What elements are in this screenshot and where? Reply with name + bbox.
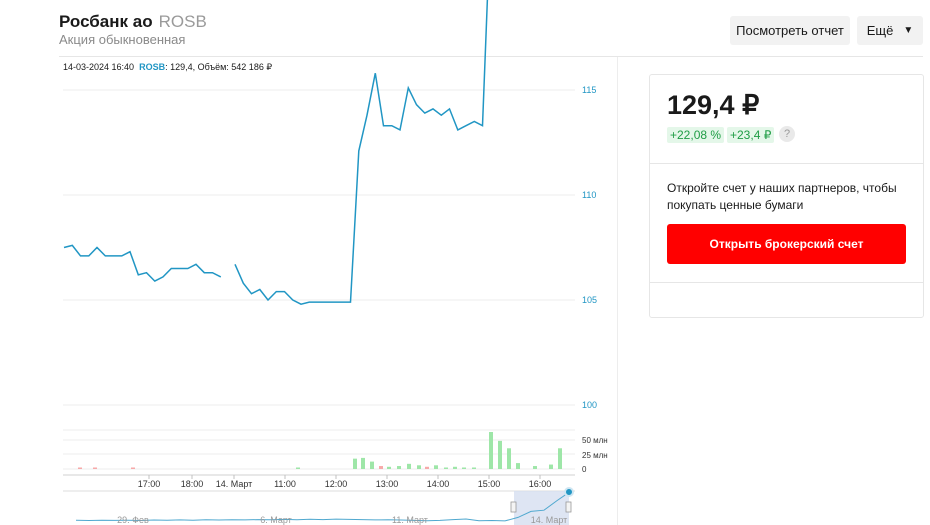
volume-bar bbox=[361, 457, 365, 469]
volume-bar bbox=[78, 467, 82, 469]
open-broker-account-label: Открыть брокерский счет bbox=[709, 237, 864, 251]
open-broker-account-button[interactable]: Открыть брокерский счет bbox=[667, 224, 906, 264]
view-report-label: Посмотреть отчет bbox=[736, 23, 844, 38]
navigator-series-line bbox=[75, 491, 571, 522]
volume-bar bbox=[462, 467, 466, 469]
help-icon[interactable]: ? bbox=[779, 126, 795, 142]
volume-bar bbox=[93, 467, 97, 469]
view-report-button[interactable]: Посмотреть отчет bbox=[730, 16, 850, 45]
volume-bar bbox=[498, 440, 502, 469]
volume-bar bbox=[425, 466, 429, 469]
navigator-window bbox=[514, 491, 569, 525]
tooltip-ticker: ROSB bbox=[139, 62, 166, 72]
navigator-label: 14. Март bbox=[531, 515, 568, 525]
navigator-handle-left bbox=[510, 501, 517, 513]
price-line-series bbox=[234, 0, 489, 305]
y-tick-label: 100 bbox=[582, 400, 597, 410]
ticker-label: ROSB bbox=[158, 12, 207, 31]
tooltip-datetime: 14-03-2024 16:40 bbox=[63, 62, 135, 72]
volume-bar bbox=[387, 466, 391, 469]
card-divider bbox=[650, 163, 923, 164]
x-tick-label: 14. Март bbox=[216, 479, 253, 489]
volume-bar bbox=[296, 467, 300, 469]
volume-bar bbox=[131, 467, 135, 469]
volume-bar bbox=[507, 448, 511, 469]
y-tick-label: 110 bbox=[582, 190, 596, 200]
x-tick-label: 15:00 bbox=[478, 479, 501, 489]
current-price: 129,4 ₽ bbox=[667, 90, 760, 120]
navigator-label: 29. Фев bbox=[117, 515, 149, 525]
chart-tooltip-line: 14-03-2024 16:40 ROSB: 129,4, Объём: 542… bbox=[63, 62, 272, 73]
volume-bar bbox=[472, 467, 476, 469]
volume-tick-label: 50 млн bbox=[582, 436, 608, 445]
volume-bar bbox=[407, 463, 411, 469]
volume-bar bbox=[397, 466, 401, 469]
change-absolute-badge: +23,4 ₽ bbox=[727, 127, 775, 143]
x-tick-label: 12:00 bbox=[325, 479, 348, 489]
volume-bar bbox=[434, 465, 438, 469]
x-tick-label: 17:00 bbox=[138, 479, 161, 489]
volume-bar bbox=[516, 463, 520, 469]
more-button[interactable]: Ещё ▼ bbox=[857, 16, 923, 45]
price-line-series bbox=[63, 244, 222, 283]
more-label: Ещё bbox=[866, 23, 894, 38]
volume-bar bbox=[533, 466, 537, 469]
x-tick-label: 11:00 bbox=[274, 479, 296, 489]
navigator-label: 11. Март bbox=[392, 515, 428, 525]
x-tick-label: 13:00 bbox=[376, 479, 399, 489]
navigator-handle-right bbox=[565, 501, 572, 513]
x-tick-label: 14:00 bbox=[427, 479, 450, 489]
y-tick-label: 105 bbox=[582, 295, 597, 305]
volume-bar bbox=[489, 432, 493, 469]
header-divider bbox=[59, 56, 923, 57]
stock-title: Росбанк ао ROSB bbox=[59, 12, 207, 32]
x-tick-label: 18:00 bbox=[181, 479, 204, 489]
volume-bar bbox=[370, 461, 374, 469]
tooltip-values: : 129,4, Объём: 542 186 ₽ bbox=[165, 62, 273, 72]
change-percent-badge: +22,08 % bbox=[667, 127, 725, 143]
volume-bar bbox=[453, 466, 457, 469]
security-type: Акция обыкновенная bbox=[59, 32, 186, 47]
navigator-end-marker bbox=[564, 487, 574, 497]
navigator-label: 6. Март bbox=[260, 515, 292, 525]
company-name: Росбанк ао bbox=[59, 12, 153, 31]
volume-tick-label: 25 млн bbox=[582, 451, 608, 460]
volume-bar bbox=[444, 467, 448, 469]
y-tick-label: 115 bbox=[582, 85, 596, 95]
volume-bar bbox=[353, 458, 357, 469]
quote-card: 129,4 ₽ +22,08 % +23,4 ₽ ? Откройте счет… bbox=[649, 74, 924, 318]
x-tick-label: 16:00 bbox=[529, 479, 552, 489]
broker-promo-text: Откройте счет у наших партнеров, чтобы п… bbox=[667, 181, 897, 212]
volume-tick-label: 0 bbox=[582, 465, 587, 474]
volume-bar bbox=[558, 448, 562, 469]
volume-bar bbox=[417, 465, 421, 469]
volume-bar bbox=[549, 464, 553, 469]
chevron-down-icon: ▼ bbox=[903, 25, 914, 36]
column-divider bbox=[617, 57, 618, 525]
volume-bar bbox=[379, 466, 383, 469]
card-divider-bottom bbox=[650, 282, 923, 283]
